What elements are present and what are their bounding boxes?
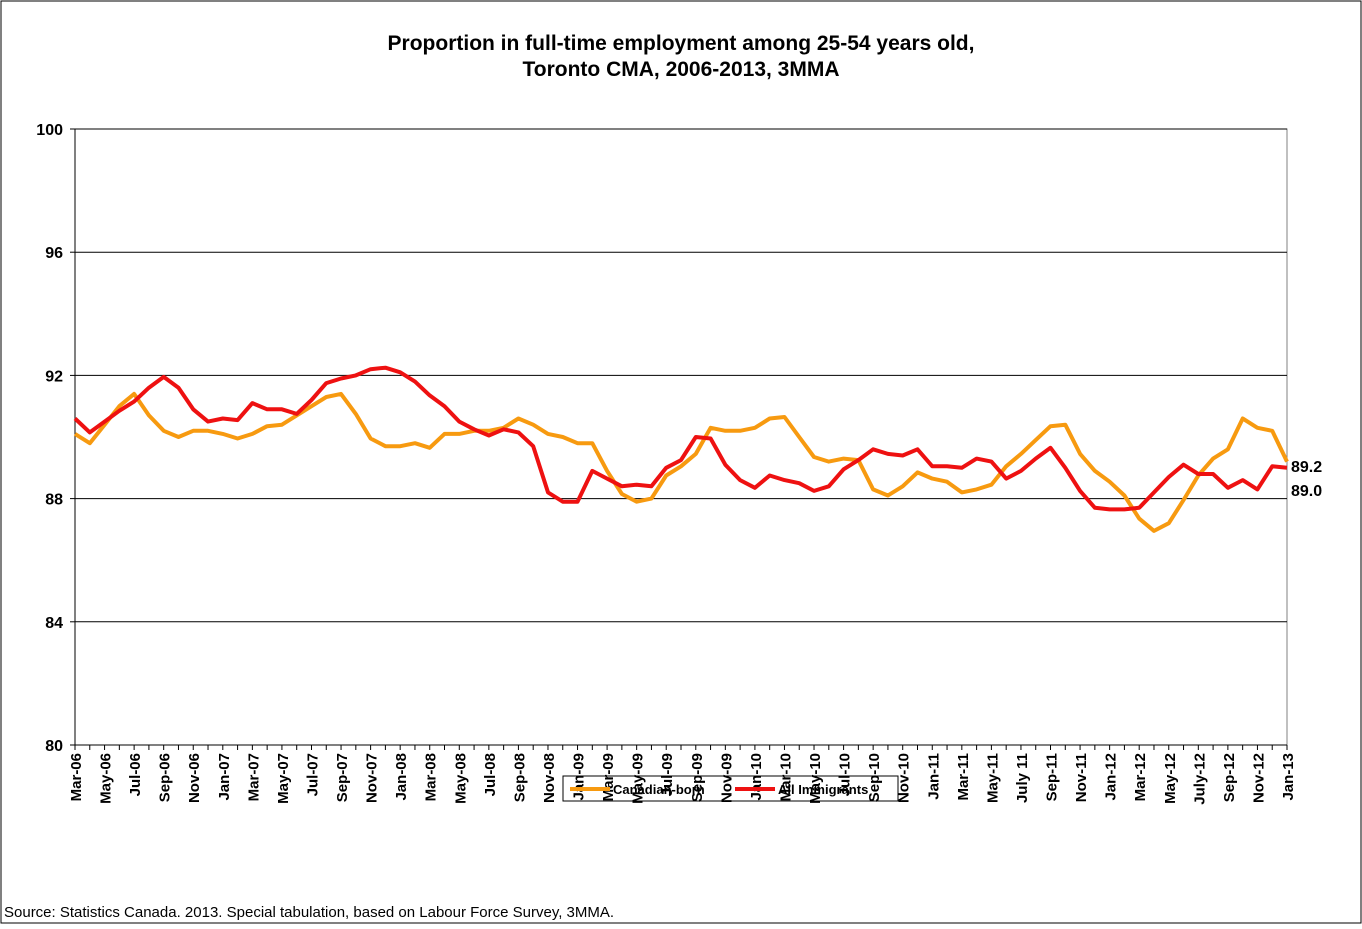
end-label: 89.2	[1291, 459, 1322, 476]
x-tick-label: Mar-07	[245, 753, 262, 801]
y-tick-label: 100	[36, 122, 63, 139]
legend-label: Canadian-born	[613, 782, 705, 797]
chart-title: Proportion in full-time employment among…	[388, 32, 975, 55]
x-tick-label: Nov-10	[896, 753, 913, 803]
x-tick-label: July 11	[1014, 753, 1031, 803]
y-tick-label: 80	[45, 738, 63, 755]
x-tick-label: Jan-09	[571, 753, 588, 801]
x-tick-label: Nov-09	[718, 753, 735, 803]
x-tick-label: Mar-11	[955, 753, 972, 801]
x-tick-label: Jan-13	[1280, 753, 1297, 801]
x-tick-label: May-12	[1162, 753, 1179, 804]
x-tick-label: Jul-10	[837, 753, 854, 796]
x-tick-label: Sep-06	[157, 753, 174, 802]
x-tick-label: Nov-12	[1250, 753, 1267, 803]
x-tick-label: Mar-10	[777, 753, 794, 801]
x-tick-label: Nov-08	[541, 753, 558, 803]
end-label: 89.0	[1291, 483, 1322, 500]
x-tick-label: Nov-07	[364, 753, 381, 803]
x-tick-label: Jan-11	[925, 753, 942, 800]
x-tick-label: Jul-06	[127, 753, 144, 796]
x-tick-label: Mar-12	[1132, 753, 1149, 801]
legend-box	[562, 775, 899, 802]
legend-label: All Immigrants	[778, 782, 868, 797]
x-tick-label: Jan-08	[393, 753, 410, 801]
x-tick-label: Sep-08	[511, 753, 528, 802]
x-tick-label: May-07	[275, 753, 292, 804]
x-tick-label: July-12	[1191, 753, 1208, 805]
x-tick-label: Nov-11	[1073, 753, 1090, 802]
x-tick-label: May-11	[984, 753, 1001, 803]
x-tick-label: Jan-10	[748, 753, 765, 801]
x-tick-label: Sep-12	[1221, 753, 1238, 802]
x-tick-label: Sep-07	[334, 753, 351, 802]
y-tick-label: 92	[45, 368, 63, 385]
series-line	[73, 365, 1288, 512]
x-tick-label: May-09	[630, 753, 647, 804]
x-tick-label: Jul-08	[482, 753, 499, 796]
x-tick-label: Jan-12	[1103, 753, 1120, 801]
x-tick-label: Sep-11	[1044, 753, 1061, 801]
x-tick-label: Jul-09	[659, 753, 676, 796]
x-tick-label: Mar-08	[423, 753, 440, 801]
y-tick-label: 96	[45, 245, 63, 262]
x-tick-label: May-08	[452, 753, 469, 804]
x-tick-label: May-06	[98, 753, 115, 804]
x-tick-label: Jan-07	[216, 753, 233, 801]
x-tick-label: Nov-06	[186, 753, 203, 803]
x-tick-label: Sep-10	[866, 753, 883, 802]
y-tick-label: 84	[45, 615, 63, 632]
x-tick-label: Jul-07	[304, 753, 321, 796]
source-note: Source: Statistics Canada. 2013. Special…	[4, 904, 614, 921]
plot-area	[74, 128, 1288, 746]
chart-subtitle: Toronto CMA, 2006-2013, 3MMA	[523, 58, 840, 81]
x-tick-label: Sep-09	[689, 753, 706, 802]
x-tick-label: May-10	[807, 753, 824, 804]
x-tick-label: Mar-06	[68, 753, 85, 801]
y-tick-label: 88	[45, 492, 63, 509]
series-line	[73, 391, 1289, 533]
